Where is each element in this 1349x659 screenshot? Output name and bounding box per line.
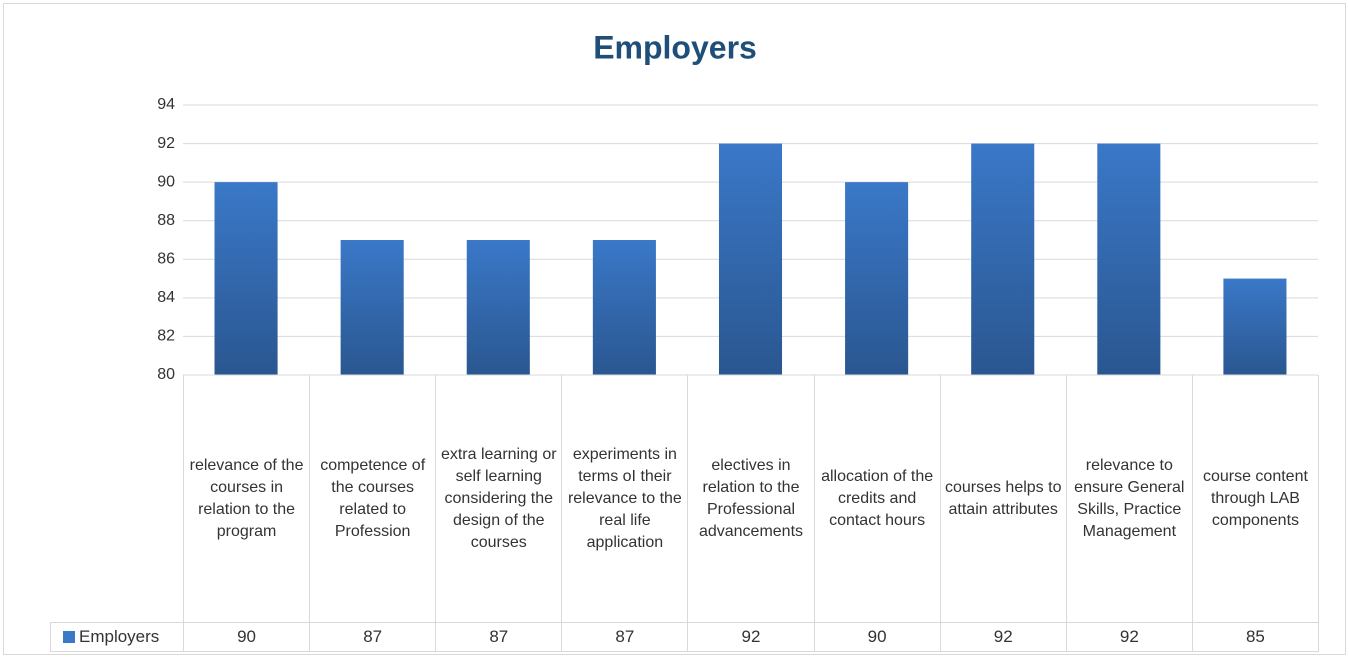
legend-label: Employers <box>79 627 160 646</box>
table-value: 87 <box>309 622 436 652</box>
x-tick-label: extra learning or self learning consider… <box>435 375 561 622</box>
y-tick-label: 86 <box>157 251 175 268</box>
y-tick-label: 84 <box>157 289 175 306</box>
table-value: 90 <box>183 622 310 652</box>
y-tick-label: 82 <box>157 328 175 345</box>
bar-shade <box>1097 143 1161 375</box>
bar-shade <box>466 240 530 375</box>
y-tick-label: 88 <box>157 212 175 229</box>
bar-shade <box>971 143 1035 375</box>
x-tick-label: courses helps to attain attributes <box>939 375 1066 622</box>
table-border <box>1318 375 1319 622</box>
bar-shade <box>1223 278 1287 375</box>
x-tick-label: electives in relation to the Professiona… <box>687 375 813 622</box>
y-tick-label: 92 <box>157 135 175 152</box>
bar-shade <box>718 143 783 375</box>
legend-key <box>63 631 75 643</box>
table-value: 85 <box>1191 622 1318 652</box>
table-border <box>1318 622 1319 652</box>
chart-title: Employers <box>593 29 757 65</box>
bar-shade <box>845 182 909 375</box>
y-tick-label: 80 <box>157 366 175 383</box>
table-value: 92 <box>1065 622 1192 652</box>
y-tick-label: 94 <box>157 96 175 113</box>
table-value: 90 <box>813 622 940 652</box>
table-value: 87 <box>561 622 688 652</box>
x-tick-label: relevance of the courses in relation to … <box>183 375 309 622</box>
legend-cell: Employers <box>50 622 183 652</box>
table-value: 87 <box>435 622 562 652</box>
x-tick-label: experiments in terms oI their relevance … <box>561 375 687 622</box>
x-tick-label: relevance to ensure General Skills, Prac… <box>1065 375 1192 622</box>
y-tick-label: 90 <box>157 173 175 190</box>
table-value: 92 <box>939 622 1066 652</box>
x-tick-label: competence of the courses related to Pro… <box>309 375 435 622</box>
table-value: 92 <box>687 622 814 652</box>
bar-shade <box>340 240 404 375</box>
bar-shade <box>214 182 278 375</box>
bar-shade <box>592 240 656 375</box>
x-tick-label: course content through LAB components <box>1191 375 1318 622</box>
x-tick-label: allocation of the credits and contact ho… <box>813 375 940 622</box>
